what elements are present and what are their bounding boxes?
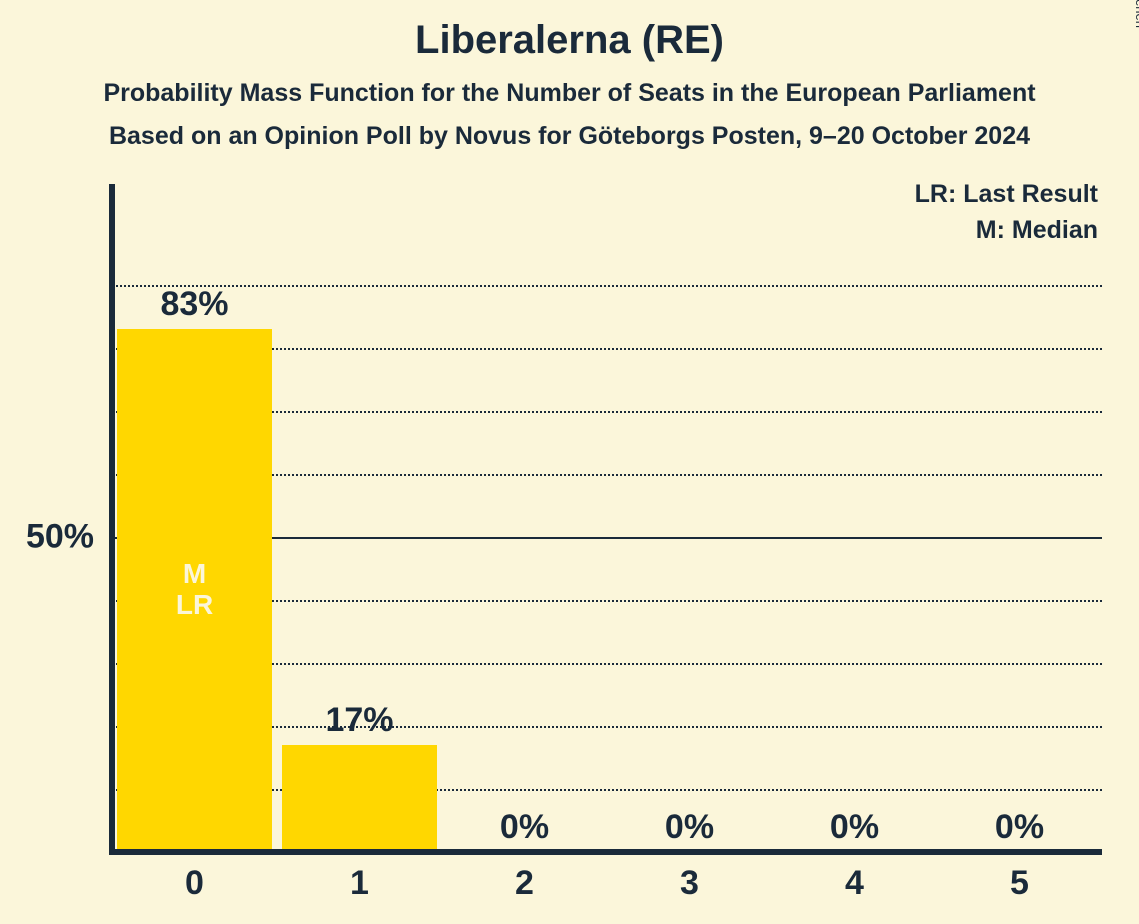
bar-value-label: 0% xyxy=(665,808,714,847)
x-axis-tick-label: 2 xyxy=(515,864,534,903)
y-axis-line xyxy=(109,184,115,852)
bar xyxy=(282,745,437,852)
x-axis-line xyxy=(109,849,1102,855)
bar-value-label: 0% xyxy=(995,808,1044,847)
legend-last-result: LR: Last Result xyxy=(915,180,1098,209)
chart-title: Liberalerna (RE) xyxy=(0,18,1139,63)
legend-median: M: Median xyxy=(976,216,1098,245)
bar-value-label: 0% xyxy=(830,808,879,847)
x-axis-tick-label: 5 xyxy=(1010,864,1029,903)
chart-subtitle-2: Based on an Opinion Poll by Novus for Gö… xyxy=(0,122,1139,151)
pmf-bar-chart: 50%83%MLR17%0%0%0%0%012345LR: Last Resul… xyxy=(112,222,1102,852)
bar-value-label: 0% xyxy=(500,808,549,847)
bar-marker-labels: MLR xyxy=(176,559,213,621)
x-axis-tick-label: 1 xyxy=(350,864,369,903)
copyright-text: © 2024 Filip van Laenen xyxy=(1133,0,1139,28)
chart-subtitle-1: Probability Mass Function for the Number… xyxy=(0,79,1139,108)
x-axis-tick-label: 4 xyxy=(845,864,864,903)
bar-value-label: 17% xyxy=(325,701,393,740)
x-axis-tick-label: 0 xyxy=(185,864,204,903)
gridline-dotted xyxy=(112,285,1102,287)
x-axis-tick-label: 3 xyxy=(680,864,699,903)
bar-value-label: 83% xyxy=(160,285,228,324)
y-axis-tick-label: 50% xyxy=(26,518,94,557)
